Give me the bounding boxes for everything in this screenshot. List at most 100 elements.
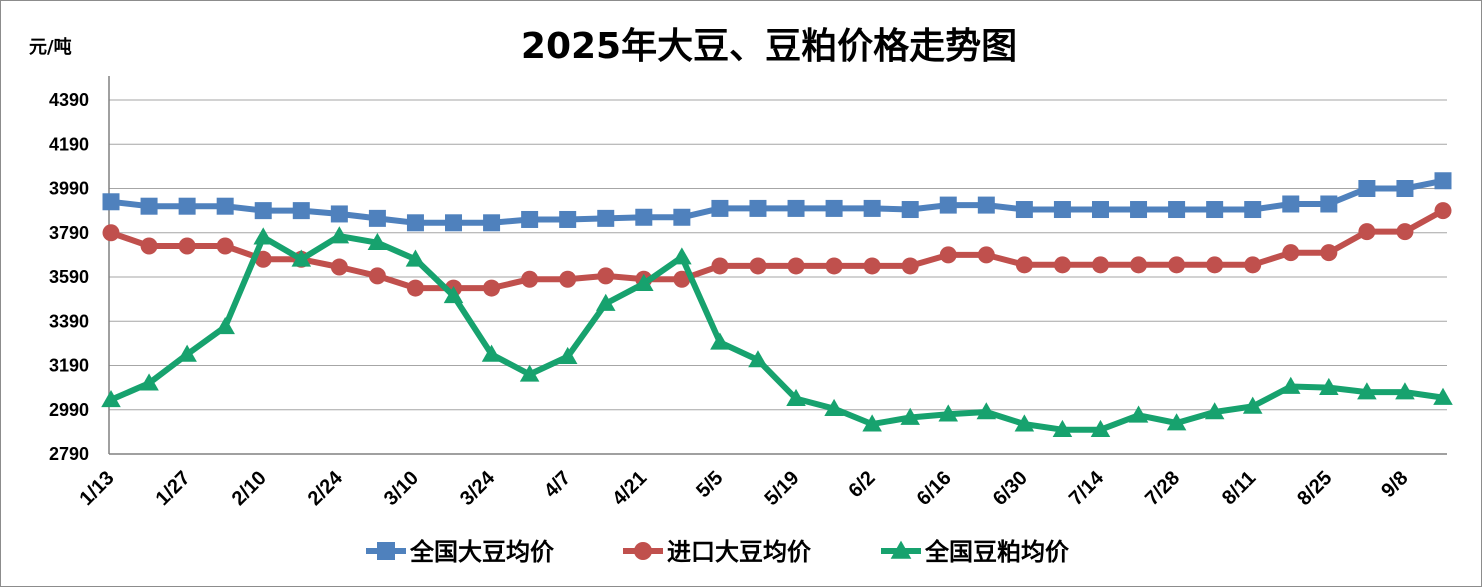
data-point xyxy=(519,364,540,382)
data-point xyxy=(1282,244,1300,262)
data-point xyxy=(406,214,424,232)
data-point xyxy=(1396,180,1414,197)
data-point xyxy=(862,414,882,432)
y-tick-label: 4390 xyxy=(49,90,89,110)
x-tick-label: 6/16 xyxy=(913,467,956,510)
x-tick-label: 1/13 xyxy=(75,467,118,510)
data-point xyxy=(368,209,386,227)
y-axis-unit-label: 元/吨 xyxy=(29,36,72,58)
legend-marker xyxy=(890,540,912,559)
data-point xyxy=(1128,405,1149,423)
data-point xyxy=(139,373,159,391)
data-point xyxy=(178,237,196,255)
x-tick-label: 6/2 xyxy=(844,467,879,502)
data-point xyxy=(711,257,729,275)
data-point xyxy=(597,267,615,285)
data-point xyxy=(1320,244,1338,262)
y-axis-ticks: 2790 2990 3190 3390 3590 3790 3990 4190 4390 xyxy=(49,90,89,464)
data-point xyxy=(253,227,274,245)
data-point xyxy=(1130,256,1148,274)
series-square xyxy=(102,172,1452,232)
data-point xyxy=(901,257,919,275)
data-point xyxy=(634,273,654,291)
data-point xyxy=(900,407,920,425)
data-point xyxy=(254,202,272,220)
x-tick-label: 4/21 xyxy=(608,467,651,510)
data-point xyxy=(215,317,235,335)
data-point xyxy=(825,257,843,275)
data-point xyxy=(635,208,653,226)
x-tick-label: 1/27 xyxy=(152,467,195,510)
data-point xyxy=(939,246,957,264)
data-point xyxy=(521,210,539,228)
data-point xyxy=(673,208,691,226)
data-point xyxy=(1357,382,1377,400)
data-point xyxy=(825,199,843,217)
data-point xyxy=(559,210,577,228)
data-point xyxy=(1244,256,1262,274)
data-point xyxy=(1168,256,1186,274)
data-point xyxy=(102,224,120,242)
data-point xyxy=(1015,256,1033,274)
data-point xyxy=(672,247,692,265)
x-tick-label: 9/8 xyxy=(1377,467,1412,502)
chart-title: 2025年大豆、豆粕价格走势图 xyxy=(521,26,1017,67)
series-circle xyxy=(102,202,1452,297)
data-point xyxy=(330,205,348,223)
data-point xyxy=(254,250,272,268)
data-point xyxy=(140,237,158,255)
data-point xyxy=(1244,201,1262,219)
data-point xyxy=(787,199,805,217)
x-tick-label: 5/19 xyxy=(760,467,803,510)
data-point xyxy=(749,199,767,217)
data-point xyxy=(140,197,158,215)
y-tick-label: 2790 xyxy=(49,444,89,464)
data-point xyxy=(1434,202,1452,220)
data-point xyxy=(557,346,578,364)
data-point xyxy=(521,270,539,288)
data-point xyxy=(863,257,881,275)
data-point xyxy=(1053,201,1071,219)
legend: 全国大豆均价 进口大豆均价 全国豆粕均价 xyxy=(366,538,1070,566)
data-point xyxy=(597,209,615,227)
data-point xyxy=(824,398,844,416)
data-point xyxy=(786,388,806,407)
data-point xyxy=(329,226,350,244)
series-line xyxy=(110,207,1445,292)
x-tick-label: 8/11 xyxy=(1218,467,1260,509)
data-point xyxy=(481,344,502,362)
data-point xyxy=(1015,201,1033,219)
y-tick-label: 3790 xyxy=(49,223,89,243)
data-point xyxy=(405,249,426,267)
y-tick-label: 3390 xyxy=(49,311,89,331)
data-point xyxy=(748,350,768,368)
data-point xyxy=(1242,396,1263,414)
data-point xyxy=(102,193,120,211)
legend-marker xyxy=(377,542,395,560)
data-point xyxy=(787,257,805,275)
data-point xyxy=(976,402,997,420)
y-tick-label: 4190 xyxy=(49,134,89,154)
x-axis-ticks: 1/13 1/27 2/10 2/24 3/10 3/24 4/7 4/21 5/5 5/19 6/… xyxy=(75,466,1412,510)
x-tick-label: 3/24 xyxy=(456,466,500,510)
series-triangle xyxy=(101,226,1453,437)
data-point xyxy=(1282,195,1300,213)
data-point xyxy=(1204,402,1225,420)
data-point xyxy=(1396,223,1414,241)
data-point xyxy=(595,293,616,311)
data-point xyxy=(673,270,691,288)
data-point xyxy=(749,257,767,275)
data-point xyxy=(1433,387,1453,405)
data-point xyxy=(1166,413,1187,431)
data-point xyxy=(938,404,959,422)
y-tick-label: 3190 xyxy=(49,356,89,376)
data-point xyxy=(1206,201,1224,219)
data-point xyxy=(1091,256,1109,274)
x-tick-label: 4/7 xyxy=(540,467,575,502)
data-point xyxy=(1090,419,1111,437)
data-point xyxy=(367,232,388,251)
x-tick-label: 2/24 xyxy=(304,466,348,510)
data-point xyxy=(1014,414,1035,432)
data-point xyxy=(901,201,919,219)
